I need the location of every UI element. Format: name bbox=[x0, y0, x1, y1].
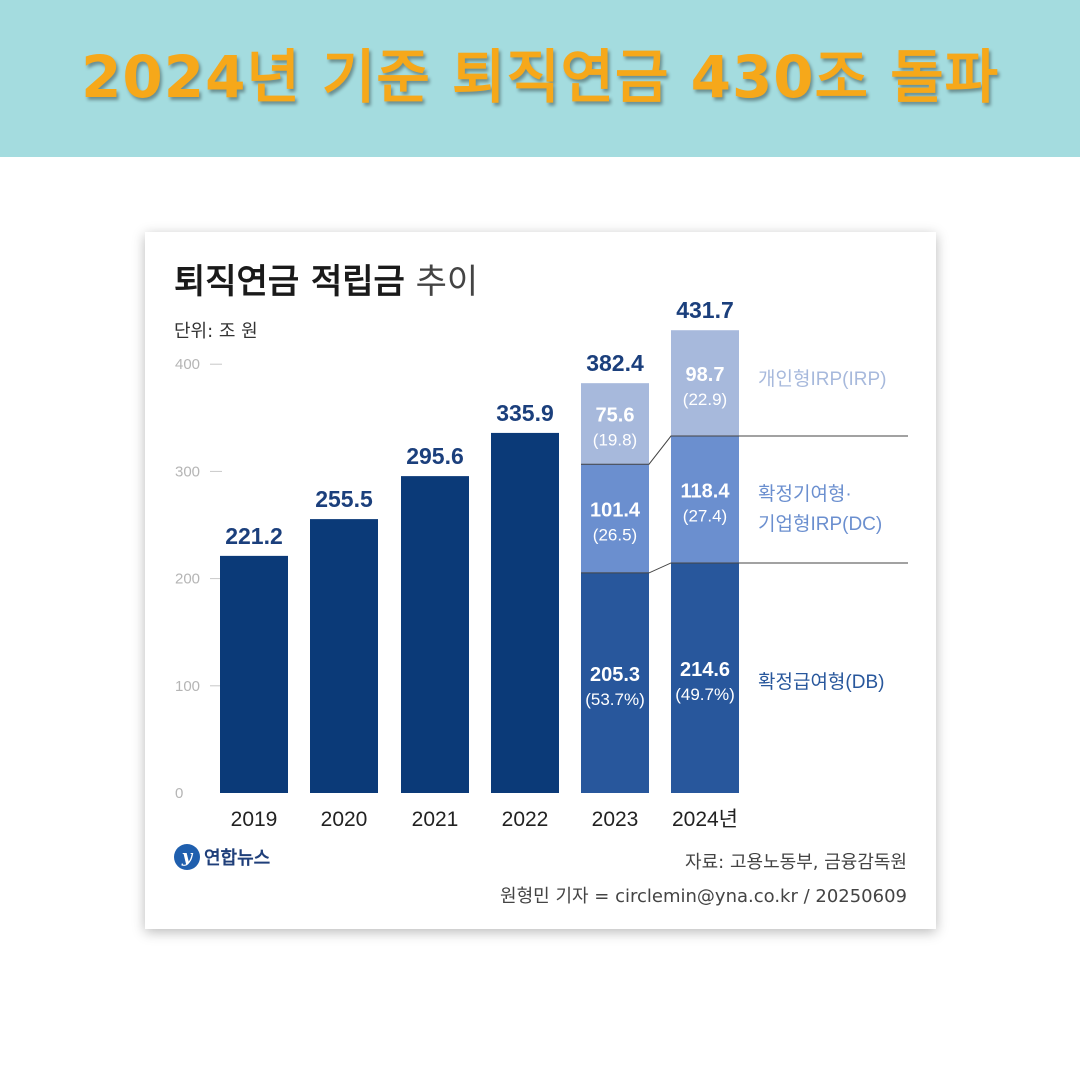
total-value-label: 221.2 bbox=[225, 523, 283, 549]
segment-value-label: 118.4 bbox=[681, 480, 731, 502]
banner-title: 2024년 기준 퇴직연금 430조 돌파 bbox=[81, 43, 999, 111]
x-tick-label: 2021 bbox=[412, 808, 459, 831]
segment-connector-line bbox=[581, 435, 908, 465]
yonhap-logo-text: 연합뉴스 bbox=[204, 848, 271, 869]
y-tick-label: 300 bbox=[175, 463, 200, 480]
segment-share-label: (27.4) bbox=[683, 506, 727, 525]
source-text: 자료: 고용노동부, 금융감독원 bbox=[685, 852, 907, 873]
total-value-label: 431.7 bbox=[676, 297, 734, 323]
bar-segment-2023-0 bbox=[581, 572, 649, 793]
y-tick-label: 0 bbox=[175, 785, 183, 802]
segment-connector-line bbox=[581, 562, 908, 574]
segment-value-label: 205.3 bbox=[590, 664, 640, 686]
y-tick-label: 100 bbox=[175, 678, 200, 695]
bar-2021 bbox=[401, 476, 469, 793]
segment-share-label: (19.8) bbox=[593, 431, 637, 450]
total-value-label: 382.4 bbox=[586, 350, 644, 376]
chart-title: 퇴직연금 적립금 추이 bbox=[174, 254, 478, 303]
bar-segment-2023-1 bbox=[581, 464, 649, 573]
x-tick-label: 2024년 bbox=[672, 808, 738, 831]
total-value-label: 255.5 bbox=[315, 486, 373, 512]
bar-segment-2023-2 bbox=[581, 383, 649, 465]
y-tick-label: 400 bbox=[175, 356, 200, 373]
legend-label: 기업형IRP(DC) bbox=[758, 513, 882, 535]
segment-share-label: (22.9) bbox=[683, 390, 727, 409]
yonhap-logo: y 연합뉴스 bbox=[174, 844, 270, 870]
credit-text: 원형민 기자 = circlemin@yna.co.kr / 20250609 bbox=[500, 886, 907, 907]
y-tick-label: 200 bbox=[175, 571, 200, 588]
legend-label: 확정급여형(DB) bbox=[758, 671, 884, 693]
chart-plot: 0 100 200 300 400 2019 2020 2021 2022 2023 2024년 22… bbox=[175, 297, 908, 831]
segment-value-label: 214.6 bbox=[680, 659, 730, 681]
yonhap-logo-icon: y bbox=[174, 844, 200, 870]
bar-2019 bbox=[220, 555, 288, 793]
segment-value-label: 98.7 bbox=[686, 364, 725, 386]
segment-value-label: 101.4 bbox=[590, 500, 641, 522]
total-value-label: 295.6 bbox=[406, 443, 464, 469]
unit-label: 단위: 조 원 bbox=[174, 321, 258, 342]
x-tick-label: 2019 bbox=[231, 808, 278, 831]
segment-value-label: 75.6 bbox=[596, 405, 635, 427]
chart-card: 0 100 200 300 400 2019 2020 2021 2022 2023 2024년 22… bbox=[145, 232, 936, 929]
bar-segment-2024년-2 bbox=[671, 330, 739, 437]
segment-share-label: (53.7%) bbox=[585, 690, 645, 709]
total-value-label: 335.9 bbox=[496, 400, 554, 426]
banner: 2024년 기준 퇴직연금 430조 돌파 bbox=[0, 0, 1080, 157]
chart-title-bold: 퇴직연금 적립금 bbox=[174, 262, 405, 302]
x-tick-label: 2023 bbox=[592, 808, 639, 831]
x-tick-label: 2022 bbox=[502, 808, 549, 831]
bar-segment-2024년-1 bbox=[671, 436, 739, 563]
segment-share-label: (49.7%) bbox=[675, 685, 735, 704]
bar-2020 bbox=[310, 519, 378, 793]
bar-2022 bbox=[491, 432, 559, 793]
x-tick-label: 2020 bbox=[321, 808, 368, 831]
bar-segment-2024년-0 bbox=[671, 562, 739, 793]
chart-title-light: 추이 bbox=[415, 262, 479, 302]
legend-label: 확정기여형· bbox=[758, 483, 852, 505]
legend-label: 개인형IRP(IRP) bbox=[758, 368, 886, 390]
segment-share-label: (26.5) bbox=[593, 526, 637, 545]
